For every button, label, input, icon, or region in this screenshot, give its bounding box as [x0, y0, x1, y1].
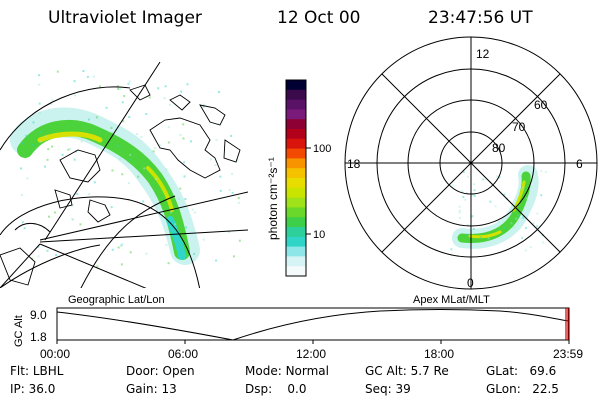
colorbar: 100 10 photon cm⁻²s⁻¹ — [266, 79, 331, 277]
colorbar-step — [286, 138, 306, 150]
colorbar-step — [286, 99, 306, 110]
colorbar-step — [286, 227, 306, 238]
status-glat: GLat: 69.6 — [486, 364, 557, 378]
mlt-label-18: 18 — [347, 157, 361, 171]
coastlines — [0, 84, 241, 286]
lat-label-80: 80 — [492, 141, 506, 155]
colorbar-tick-10: 10 — [313, 229, 325, 241]
time-tick-2359: 23:59 — [553, 347, 583, 361]
altitude-timeline-plot: GC Alt 9.0 1.8 00:00 06:00 12:00 18:00 2… — [13, 307, 583, 361]
colorbar-step — [286, 119, 306, 130]
colorbar-step — [286, 197, 306, 208]
aurora-oval-geographic — [10, 107, 200, 265]
altitude-curve — [56, 309, 570, 341]
colorbar-unit-label: photon cm⁻²s⁻¹ — [266, 157, 280, 240]
status-ip: IP: 36.0 — [10, 382, 56, 396]
colorbar-step — [286, 148, 306, 159]
colorbar-step — [286, 266, 306, 277]
mlt-label-0: 0 — [467, 276, 474, 290]
polar-grid — [344, 36, 598, 290]
colorbar-step — [286, 109, 306, 120]
colorbar-tick-100: 100 — [313, 143, 331, 155]
status-seq: Seq: 39 — [365, 382, 411, 396]
instrument-title: Ultraviolet Imager — [48, 8, 202, 28]
background-speckle — [20, 70, 241, 268]
colorbar-step — [286, 236, 306, 248]
colorbar-step — [286, 256, 306, 267]
geographic-grid — [0, 61, 248, 288]
image-date: 12 Oct 00 — [277, 8, 361, 28]
altitude-ytick-high: 9.0 — [30, 308, 47, 322]
colorbar-step — [286, 129, 306, 140]
time-tick-1200: 12:00 — [296, 347, 326, 361]
altitude-ytick-low: 1.8 — [30, 330, 47, 344]
status-gc-alt: GC Alt: 5.7 Re — [365, 364, 449, 378]
aurora-oval-magnetic — [450, 165, 547, 252]
colorbar-step — [286, 89, 306, 101]
geographic-map-panel — [0, 61, 248, 288]
lat-label-70: 70 — [512, 120, 526, 134]
geographic-caption: Geographic Lat/Lon — [68, 294, 165, 306]
magnetic-caption: Apex MLat/MLT — [413, 294, 490, 306]
colorbar-step — [286, 158, 306, 169]
colorbar-step — [286, 246, 306, 257]
altitude-ylabel: GC Alt — [13, 315, 25, 347]
mlt-label-12: 12 — [476, 47, 490, 61]
time-tick-0600: 06:00 — [168, 347, 198, 361]
colorbar-step — [286, 217, 306, 228]
time-tick-1800: 18:00 — [424, 347, 454, 361]
status-mode: Mode: Normal — [245, 364, 329, 378]
colorbar-step — [286, 178, 306, 189]
status-dsp: Dsp: 0.0 — [245, 382, 307, 396]
colorbar-step — [286, 207, 306, 218]
status-glon: GLon: 22.5 — [486, 382, 559, 396]
status-filter: Flt: LBHL — [10, 364, 64, 378]
lat-label-60: 60 — [534, 98, 548, 112]
time-tick-0000: 00:00 — [40, 347, 70, 361]
colorbar-step — [286, 187, 306, 199]
magnetic-polar-plot: 12 18 6 0 60 70 80 — [344, 36, 598, 290]
colorbar-step — [286, 168, 306, 179]
colorbar-step — [286, 80, 306, 91]
status-gain: Gain: 13 — [126, 382, 177, 396]
status-door: Door: Open — [126, 364, 195, 378]
mlt-label-6: 6 — [576, 157, 583, 171]
colorbar-gradient — [286, 80, 306, 277]
image-time: 23:47:56 UT — [428, 8, 533, 28]
